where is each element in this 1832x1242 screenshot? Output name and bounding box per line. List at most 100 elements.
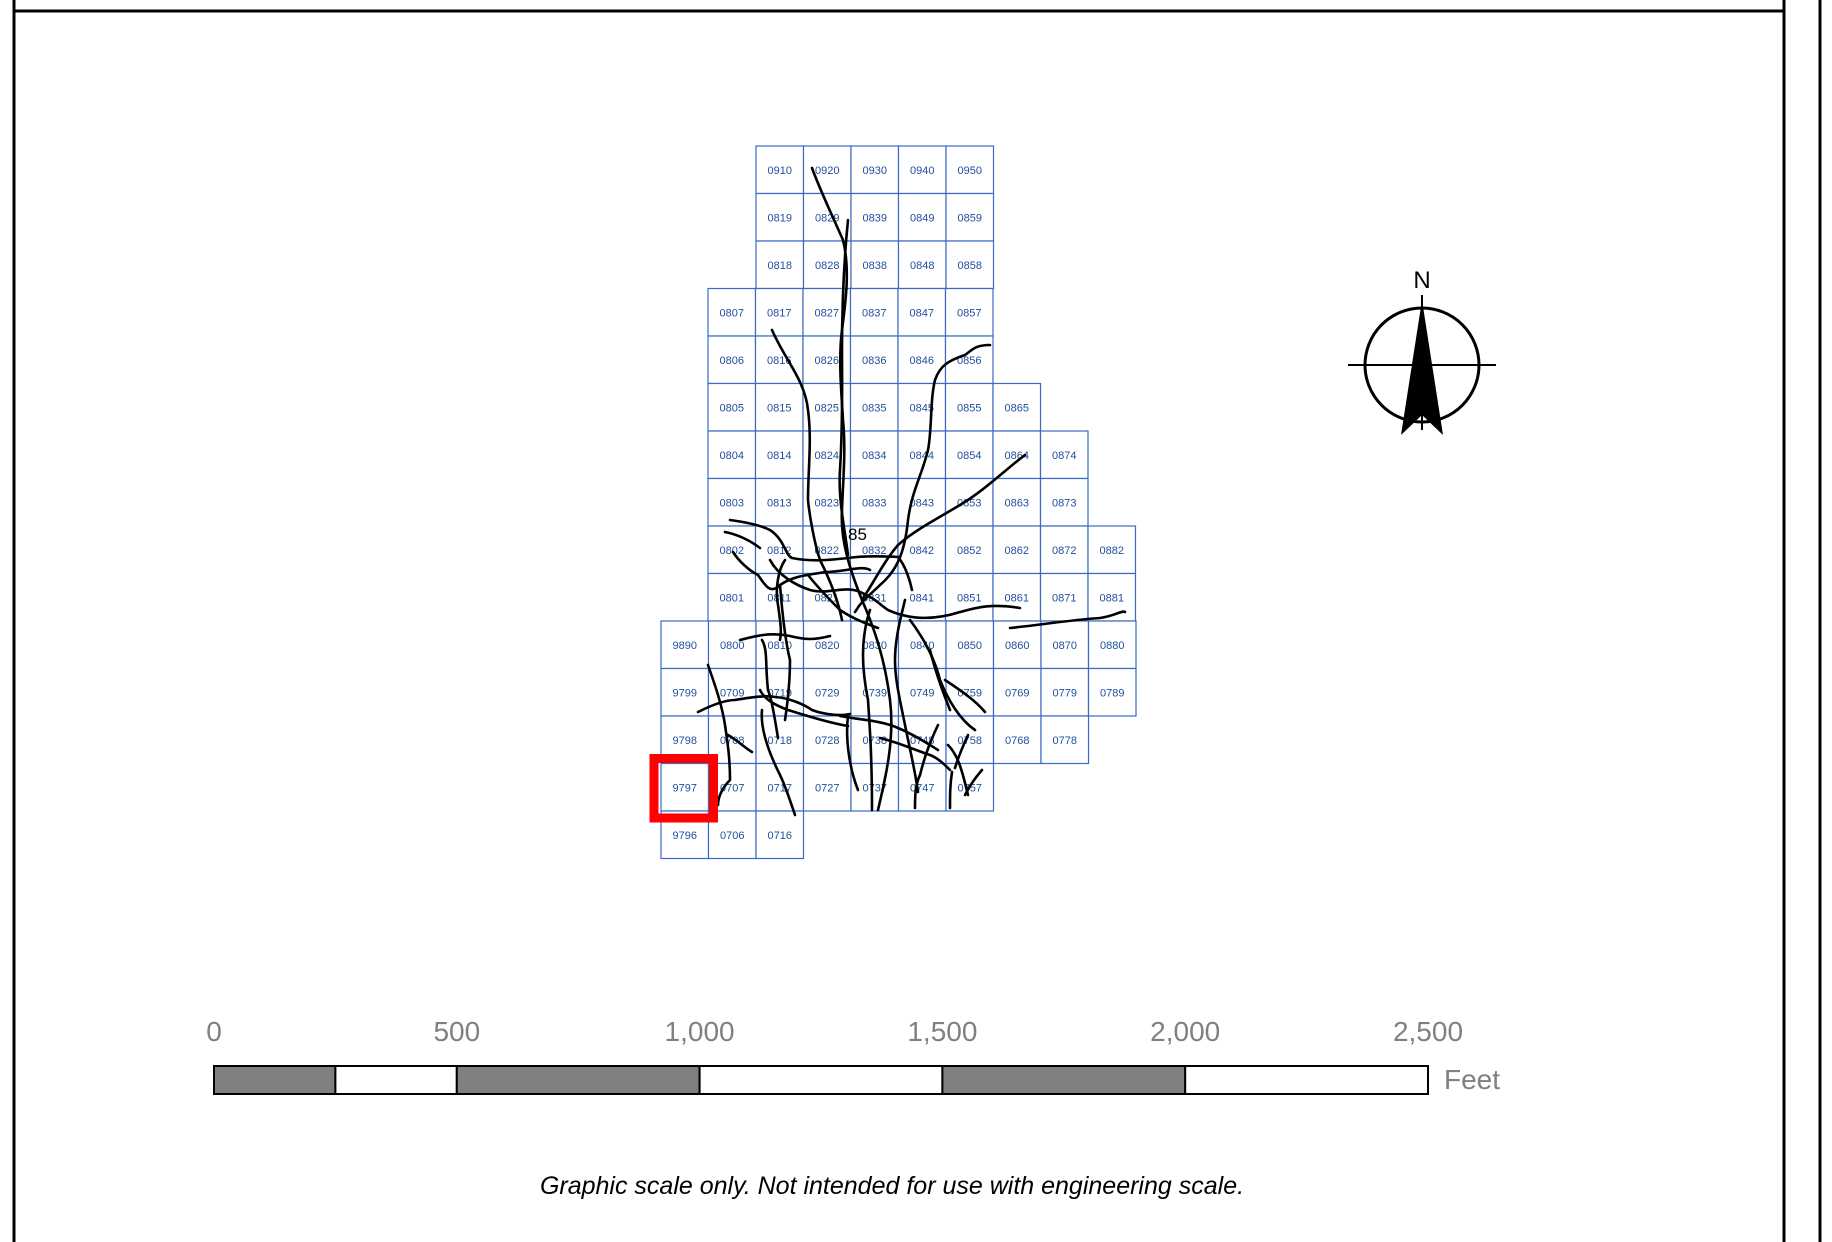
grid-tile[interactable]: 0865: [992, 382, 1042, 432]
grid-tile[interactable]: 0836: [849, 335, 899, 385]
grid-tile[interactable]: 0872: [1039, 525, 1089, 575]
grid-tile[interactable]: 0737: [850, 762, 900, 812]
grid-tile[interactable]: 0779: [1040, 667, 1090, 717]
grid-tile[interactable]: 0716: [755, 810, 805, 860]
grid-tile[interactable]: 0802: [707, 525, 757, 575]
highlighted-tile-marker[interactable]: [649, 754, 718, 823]
grid-tile[interactable]: 0930: [850, 145, 900, 195]
grid-tile[interactable]: 0758: [945, 715, 995, 765]
road-line: [853, 343, 992, 614]
grid-tile[interactable]: 0800: [707, 620, 757, 670]
grid-tile[interactable]: 0863: [992, 477, 1042, 527]
grid-tile[interactable]: 0847: [897, 287, 947, 337]
grid-tile-label: 9799: [673, 687, 697, 699]
grid-tile[interactable]: 0873: [1039, 477, 1089, 527]
scale-bar-segment: [334, 1065, 458, 1095]
grid-tile[interactable]: 0837: [849, 287, 899, 337]
grid-tile[interactable]: 0807: [707, 287, 757, 337]
grid-tile[interactable]: 0862: [992, 525, 1042, 575]
grid-tile[interactable]: 0832: [849, 525, 899, 575]
grid-tile[interactable]: 0778: [1040, 715, 1090, 765]
grid-tile-label: 0801: [720, 592, 744, 604]
grid-tile[interactable]: 0803: [707, 477, 757, 527]
grid-tile[interactable]: 9890: [660, 620, 710, 670]
grid-tile[interactable]: 0805: [707, 382, 757, 432]
road-line: [706, 663, 732, 807]
grid-tile-cell: [1039, 477, 1089, 527]
grid-tile[interactable]: 0818: [755, 240, 805, 290]
grid-tile[interactable]: 0728: [802, 715, 852, 765]
grid-tile[interactable]: 0814: [754, 430, 804, 480]
grid-tile[interactable]: 0817: [754, 287, 804, 337]
grid-tile[interactable]: 0812: [754, 525, 804, 575]
grid-tile-label: 0853: [957, 497, 981, 509]
grid-tile[interactable]: 0920: [802, 145, 852, 195]
grid-tile[interactable]: 0841: [897, 572, 947, 622]
scale-tick-label: 1,000: [665, 1016, 735, 1047]
grid-tile[interactable]: 0806: [707, 335, 757, 385]
grid-tile[interactable]: 0861: [992, 572, 1042, 622]
grid-tile[interactable]: 0819: [755, 192, 805, 242]
grid-tile[interactable]: 0804: [707, 430, 757, 480]
grid-tile[interactable]: 9797: [660, 762, 710, 812]
grid-tile[interactable]: 0870: [1040, 620, 1090, 670]
grid-tile[interactable]: 0769: [992, 667, 1042, 717]
grid-tile-label: 0920: [815, 165, 839, 177]
grid-tile[interactable]: 0881: [1087, 572, 1137, 622]
grid-tile[interactable]: 0849: [897, 192, 947, 242]
grid-tile[interactable]: 0845: [897, 382, 947, 432]
grid-tile[interactable]: 0838: [850, 240, 900, 290]
grid-tile[interactable]: 0859: [945, 192, 995, 242]
grid-tile-label: 0800: [720, 640, 744, 652]
grid-tile[interactable]: 0848: [897, 240, 947, 290]
grid-tile[interactable]: 0846: [897, 335, 947, 385]
grid-tile[interactable]: 0874: [1039, 430, 1089, 480]
grid-tile-label: 0815: [767, 402, 791, 414]
grid-tile[interactable]: 0789: [1087, 667, 1137, 717]
grid-tile[interactable]: 0940: [897, 145, 947, 195]
grid-tile[interactable]: 0813: [754, 477, 804, 527]
grid-tile[interactable]: 0880: [1087, 620, 1137, 670]
grid-tile[interactable]: 0717: [755, 762, 805, 812]
grid-tile-cell: [849, 525, 899, 575]
grid-tile-label: 0858: [958, 260, 982, 272]
grid-tile[interactable]: 0950: [945, 145, 995, 195]
grid-tile[interactable]: 0858: [945, 240, 995, 290]
grid-tile[interactable]: 0840: [897, 620, 947, 670]
grid-tile[interactable]: 0829: [802, 192, 852, 242]
grid-tile-label: 0842: [910, 545, 934, 557]
grid-tile-label: 0844: [910, 450, 934, 462]
grid-tile[interactable]: 0871: [1039, 572, 1089, 622]
grid-tile[interactable]: 0910: [755, 145, 805, 195]
grid-tile[interactable]: 0864: [992, 430, 1042, 480]
grid-tile[interactable]: 0830: [850, 620, 900, 670]
grid-tile-label: 0862: [1005, 545, 1029, 557]
grid-tile[interactable]: 0857: [944, 287, 994, 337]
grid-tile[interactable]: 0854: [944, 430, 994, 480]
grid-tile[interactable]: 0706: [707, 810, 757, 860]
grid-tile[interactable]: 0839: [850, 192, 900, 242]
grid-tile[interactable]: 9799: [660, 667, 710, 717]
grid-tile-cell: [992, 477, 1042, 527]
grid-tile[interactable]: 0852: [944, 525, 994, 575]
grid-tile[interactable]: 0727: [802, 762, 852, 812]
grid-tile[interactable]: 0834: [849, 430, 899, 480]
road-line: [726, 733, 754, 754]
grid-tile-cell: [754, 382, 804, 432]
grid-tile-cell: [754, 525, 804, 575]
grid-tile[interactable]: 0855: [944, 382, 994, 432]
grid-tile[interactable]: 0882: [1087, 525, 1137, 575]
grid-tile[interactable]: 0801: [707, 572, 757, 622]
grid-tile[interactable]: 0759: [945, 667, 995, 717]
grid-tile[interactable]: 0768: [992, 715, 1042, 765]
grid-tile[interactable]: 0822: [802, 525, 852, 575]
grid-tile[interactable]: 0835: [849, 382, 899, 432]
grid-tile-label: 9796: [673, 830, 697, 842]
grid-tile-cell: [850, 240, 900, 290]
grid-tile[interactable]: 0719: [755, 667, 805, 717]
grid-tile[interactable]: 0833: [849, 477, 899, 527]
grid-tile[interactable]: 0850: [945, 620, 995, 670]
grid-tile[interactable]: 0815: [754, 382, 804, 432]
road-network: [696, 166, 1127, 817]
grid-tile[interactable]: 0820: [802, 620, 852, 670]
